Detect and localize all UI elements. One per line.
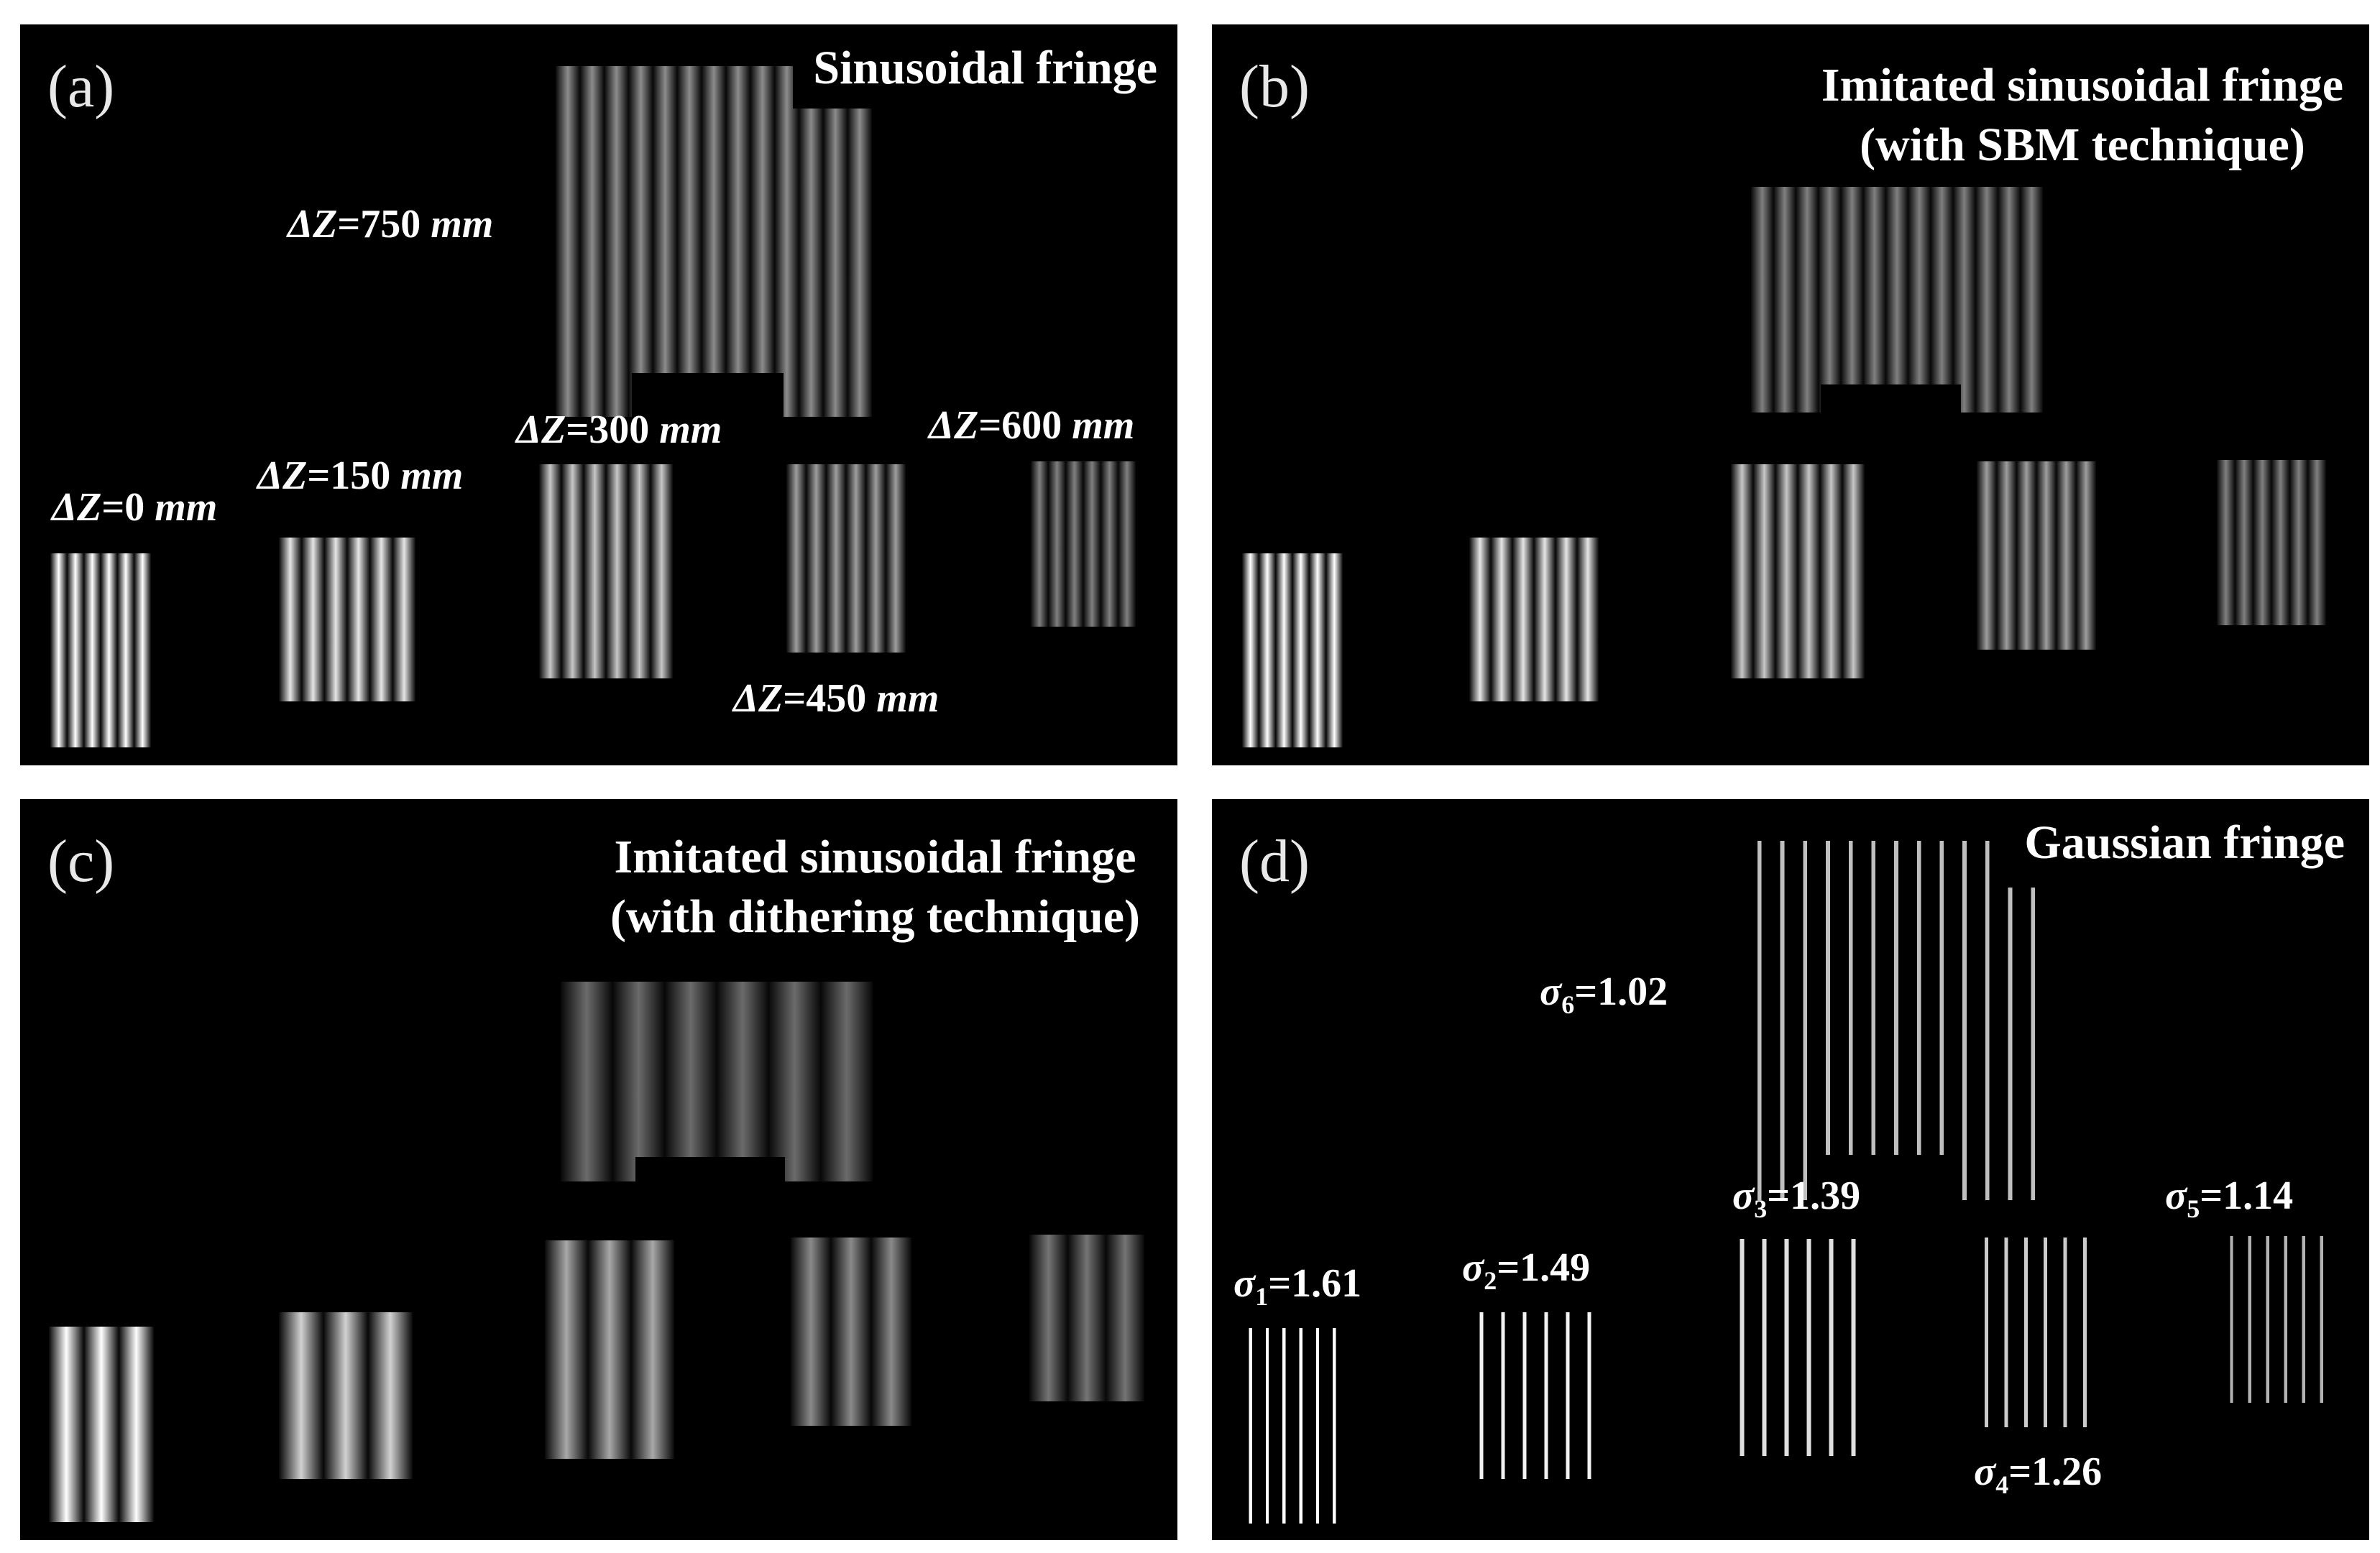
- fringe-notch: [1821, 384, 1962, 414]
- fringe-pattern-600mm: [1031, 461, 1136, 627]
- label-dz-300: ΔZ=300 mm: [516, 407, 722, 452]
- panel-a: (a) Sinusoidal fringe ΔZ=750 mm ΔZ=0 mm …: [20, 24, 1177, 765]
- fringe-pattern-sigma3: [1731, 1239, 1865, 1456]
- fringe-pattern-300mm: [539, 464, 673, 678]
- fringe-pattern-large: [1751, 187, 2043, 414]
- fringe-pattern-3: [545, 1240, 674, 1459]
- label-dz-600: ΔZ=600 mm: [929, 403, 1135, 448]
- panel-title-line: (with dithering technique): [610, 890, 1140, 943]
- label-sigma3: σ3=1.39: [1732, 1174, 1861, 1224]
- panel-title-line: (with SBM technique): [1860, 118, 2305, 171]
- fringe-notch: [635, 1156, 786, 1183]
- fringe-notch: [631, 372, 784, 418]
- fringe-pattern-sigma2: [1471, 1312, 1600, 1479]
- label-sigma2: σ2=1.49: [1462, 1245, 1591, 1296]
- fringe-pattern-1: [49, 1327, 154, 1522]
- panel-letter: (d): [1239, 828, 1310, 895]
- fringe-pattern-1: [1242, 553, 1343, 747]
- panel-c: (c) Imitated sinusoidal fringe (with dit…: [20, 799, 1177, 1540]
- fringe-pattern-5: [2217, 460, 2326, 625]
- fringe-pattern-4: [1977, 461, 2096, 650]
- label-dz-750: ΔZ=750 mm: [288, 202, 494, 246]
- label-sigma1: σ1=1.61: [1233, 1261, 1362, 1312]
- panel-b: (b) Imitated sinusoidal fringe (with SBM…: [1212, 24, 2369, 765]
- panel-title: Gaussian fringe: [2004, 799, 2369, 888]
- panel-title: Imitated sinusoidal fringe (with ditheri…: [610, 828, 1140, 946]
- fringe-pattern-450mm: [786, 464, 906, 653]
- label-sigma6: σ6=1.02: [1540, 969, 1668, 1020]
- label-dz-0: ΔZ=0 mm: [52, 485, 218, 530]
- fringe-pattern-5: [1029, 1235, 1144, 1401]
- label-sigma5: σ5=1.14: [2165, 1174, 2294, 1224]
- panel-title: Imitated sinusoidal fringe (with SBM tec…: [1821, 56, 2343, 175]
- panel-title: Sinusoidal fringe: [793, 24, 1177, 109]
- panel-title-line: Imitated sinusoidal fringe: [1821, 59, 2343, 111]
- fringe-pattern-2: [1469, 538, 1599, 701]
- panel-d: (d) Gaussian fringe σ6=1.02 σ1=1.61 σ2=1…: [1212, 799, 2369, 1540]
- fringe-pattern-3: [1731, 464, 1865, 678]
- panel-title-line: Sinusoidal fringe: [813, 42, 1157, 94]
- panel-title-line: Imitated sinusoidal fringe: [614, 831, 1136, 883]
- fringe-notch: [1819, 1155, 1962, 1202]
- label-dz-450: ΔZ=450 mm: [733, 676, 939, 721]
- label-sigma4: σ4=1.26: [1974, 1450, 2103, 1500]
- fringe-pattern-large: [561, 982, 873, 1183]
- fringe-pattern-sigma1: [1242, 1328, 1343, 1524]
- panel-letter: (b): [1239, 53, 1310, 120]
- panel-letter: (c): [47, 828, 115, 895]
- label-dz-150: ΔZ=150 mm: [257, 453, 464, 498]
- fringe-pattern-sigma6: [1748, 841, 2044, 1202]
- panel-letter: (a): [47, 53, 115, 120]
- fringe-pattern-2: [279, 1312, 413, 1479]
- fringe-pattern-4: [791, 1238, 911, 1426]
- fringe-pattern-sigma5: [2223, 1236, 2330, 1403]
- fringe-pattern-sigma4: [1977, 1238, 2095, 1427]
- fringe-pattern-0mm: [50, 553, 151, 747]
- fringe-pattern-150mm: [279, 538, 415, 701]
- fringe-pattern-750mm: [556, 66, 872, 418]
- panel-title-line: Gaussian fringe: [2024, 816, 2345, 869]
